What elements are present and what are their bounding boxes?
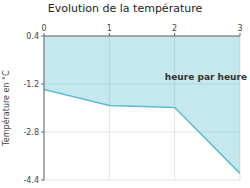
y-axis-line xyxy=(44,36,45,180)
y-tick-label: -1.2 xyxy=(23,80,39,89)
axes: 0 1 2 3 0.4 -1.2 -2.8 -4.4 xyxy=(23,24,242,185)
y-axis-label: Température en °C xyxy=(1,70,11,147)
grid-line-y xyxy=(44,180,240,181)
plot-area xyxy=(44,36,240,173)
x-tick-label: 3 xyxy=(237,24,242,33)
y-tick xyxy=(41,180,44,181)
y-tick xyxy=(41,132,44,133)
y-tick-label: -4.4 xyxy=(23,176,39,185)
y-tick xyxy=(41,36,44,37)
x-tick xyxy=(174,33,175,36)
background xyxy=(0,0,250,188)
x-tick xyxy=(109,33,110,36)
x-tick-label: 0 xyxy=(41,24,46,33)
x-tick-label: 1 xyxy=(107,24,112,33)
y-tick xyxy=(41,84,44,85)
x-tick-label: 2 xyxy=(172,24,177,33)
area-fill xyxy=(44,36,240,173)
x-axis-line xyxy=(44,36,240,37)
y-tick-label: -2.8 xyxy=(23,128,39,137)
chart: Evolution de la température0 1 2 3 0.4 -1.2 -2… xyxy=(0,0,250,188)
grid-line-x xyxy=(44,36,45,180)
line xyxy=(44,89,240,173)
annotation: heure par heure xyxy=(165,72,247,82)
y-tick-label: 0.4 xyxy=(26,32,39,41)
x-tick xyxy=(240,33,241,36)
grid-line-y xyxy=(44,36,240,37)
title: Evolution de la température xyxy=(48,2,203,15)
grid xyxy=(44,36,240,180)
